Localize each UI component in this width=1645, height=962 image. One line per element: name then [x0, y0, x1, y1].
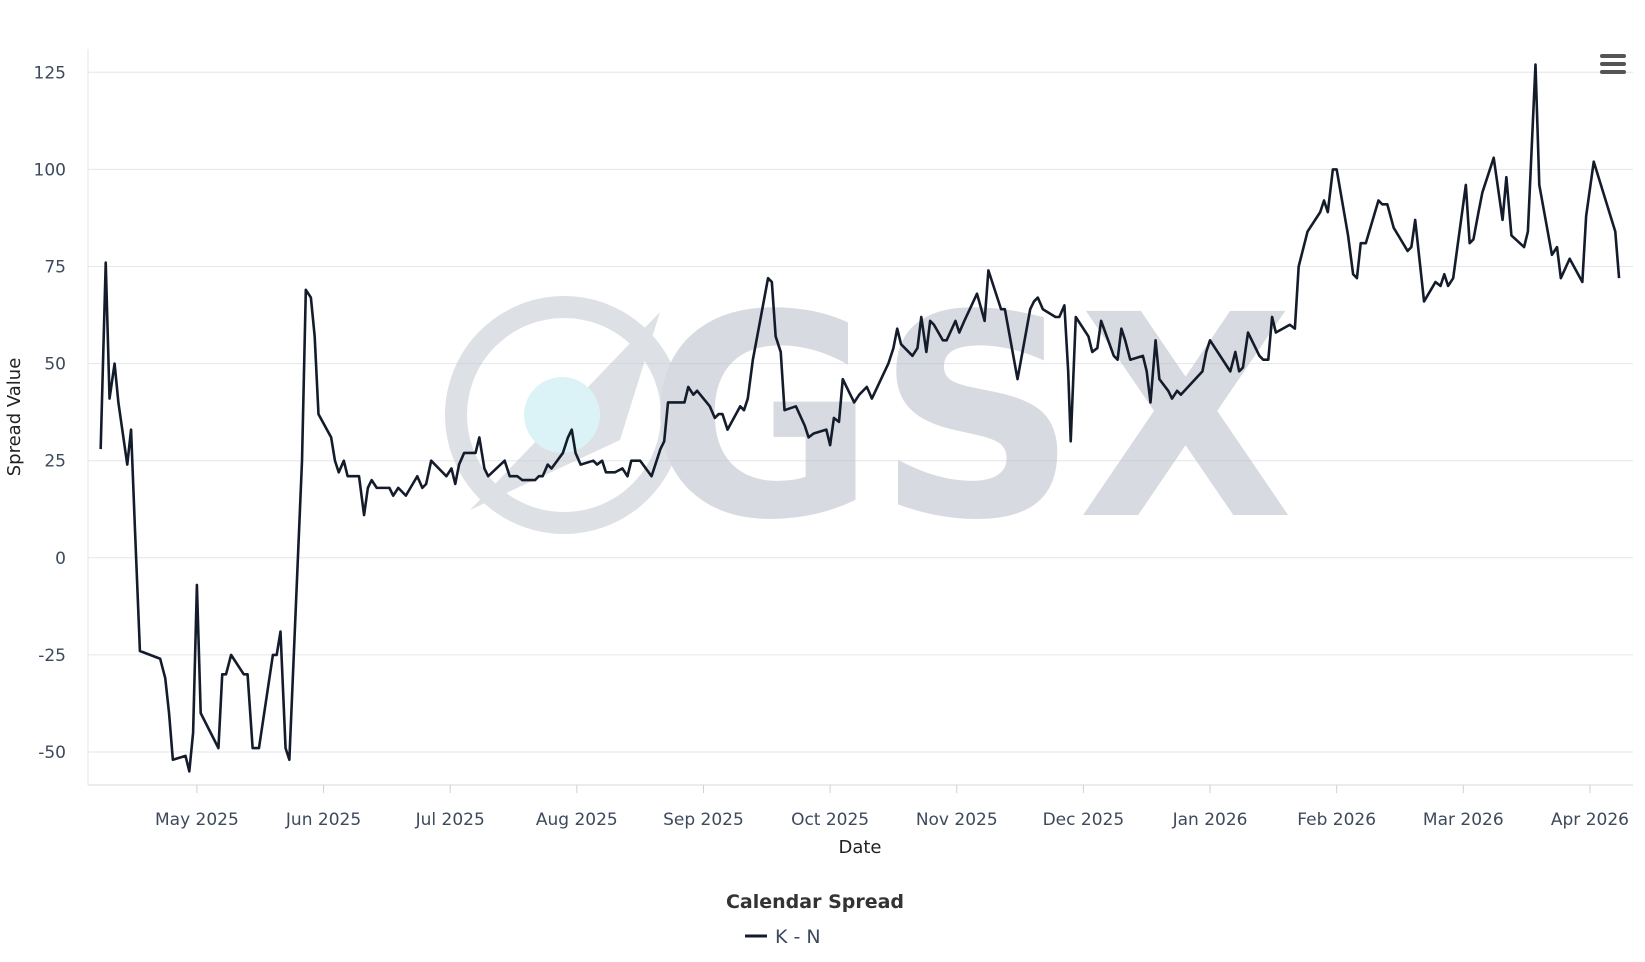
menu-button[interactable] [1600, 54, 1626, 74]
legend-title: Calendar Spread [726, 891, 904, 913]
y-tick-label: 50 [44, 355, 66, 375]
grid [88, 71, 1633, 753]
x-tick-label: May 2025 [155, 810, 239, 830]
y-tick-label: 125 [34, 63, 66, 83]
x-tick-label: Oct 2025 [791, 810, 869, 830]
x-tick-label: Mar 2026 [1423, 810, 1504, 830]
series-line [99, 63, 1621, 773]
menu-bar [1600, 62, 1626, 66]
y-tick-label: -50 [38, 743, 66, 763]
x-tick-label: Sep 2025 [663, 810, 744, 830]
x-tick-label: Dec 2025 [1043, 810, 1125, 830]
y-tick-label: -25 [38, 646, 66, 666]
menu-bar [1600, 70, 1626, 74]
y-tick-label: 25 [44, 452, 66, 472]
x-tick-label: Apr 2026 [1551, 810, 1629, 830]
menu-bar [1600, 54, 1626, 58]
y-tick-label: 100 [34, 160, 66, 180]
x-tick-label: Nov 2025 [916, 810, 998, 830]
x-tick-label: Jan 2026 [1172, 810, 1248, 830]
x-tick-label: Jul 2025 [415, 810, 485, 830]
x-tick-label: Feb 2026 [1297, 810, 1376, 830]
y-axis-title: Spread Value [4, 358, 25, 477]
x-tick-label: Jun 2025 [285, 810, 361, 830]
y-tick-label: 75 [44, 257, 66, 277]
watermark-ring [445, 296, 683, 534]
y-tick-label: 0 [55, 549, 66, 569]
x-tick-label: Aug 2025 [536, 810, 618, 830]
legend-label: K - N [775, 926, 821, 948]
watermark-dot [524, 377, 600, 453]
x-axis-title: Date [838, 837, 881, 858]
watermark-logo: GSX [445, 256, 1294, 582]
watermark-text: GSX [646, 256, 1293, 582]
